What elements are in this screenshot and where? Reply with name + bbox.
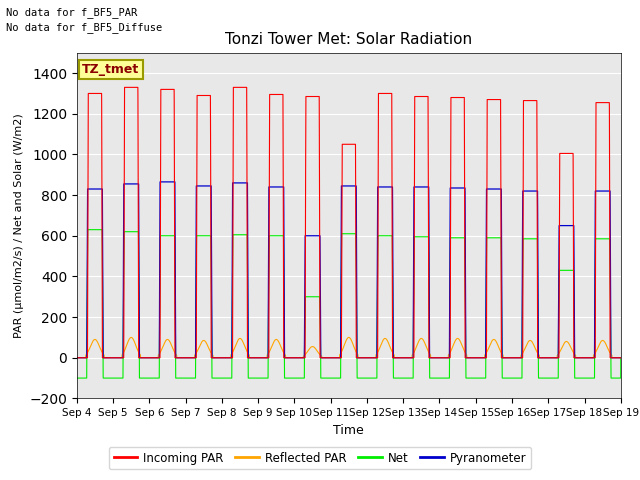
Title: Tonzi Tower Met: Solar Radiation: Tonzi Tower Met: Solar Radiation: [225, 33, 472, 48]
X-axis label: Time: Time: [333, 424, 364, 437]
Text: TZ_tmet: TZ_tmet: [82, 63, 140, 76]
Text: No data for f_BF5_Diffuse: No data for f_BF5_Diffuse: [6, 22, 163, 33]
Y-axis label: PAR (μmol/m2/s) / Net and Solar (W/m2): PAR (μmol/m2/s) / Net and Solar (W/m2): [13, 113, 24, 338]
Legend: Incoming PAR, Reflected PAR, Net, Pyranometer: Incoming PAR, Reflected PAR, Net, Pyrano…: [109, 447, 531, 469]
Text: No data for f_BF5_PAR: No data for f_BF5_PAR: [6, 7, 138, 18]
